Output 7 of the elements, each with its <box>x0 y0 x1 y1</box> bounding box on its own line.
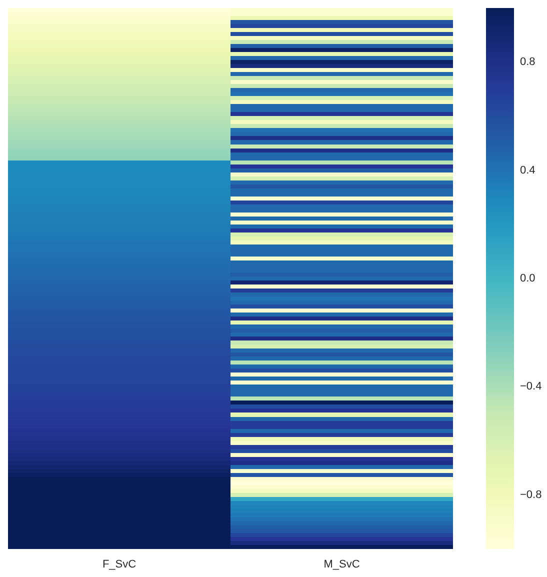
color-bar-label: −0.4 <box>520 380 542 393</box>
color-bar-label: 0.4 <box>520 164 536 176</box>
color-bar-label: 0.8 <box>520 56 536 68</box>
x-tick-label: F_SvC <box>102 558 136 570</box>
color-bar-label: 0.0 <box>520 272 536 284</box>
x-tick-label: M_SvC <box>324 558 360 570</box>
color-bar-label: −0.8 <box>520 488 542 501</box>
